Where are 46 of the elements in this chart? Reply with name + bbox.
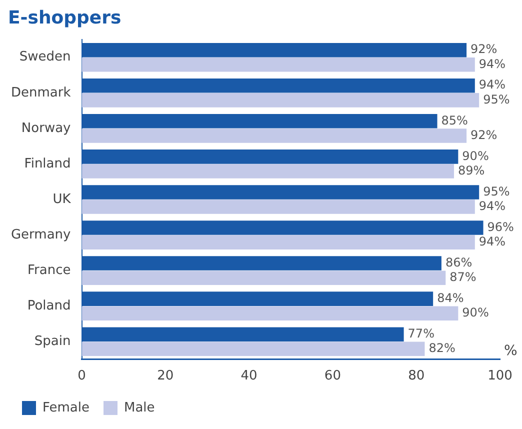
bar [82,306,458,321]
data-label: 95% [483,92,510,106]
bar [82,342,425,356]
data-label: 89% [458,163,485,178]
data-label: 96% [487,220,514,234]
y-tick-label: Finland [24,156,71,172]
bar [82,270,446,285]
data-label: 90% [462,148,489,163]
x-tick-label: 40 [240,368,258,384]
bar [82,93,480,108]
data-label: 77% [408,326,434,340]
data-label: 84% [437,290,464,305]
y-tick-label: Denmark [10,85,72,100]
data-label: 85% [441,113,468,128]
data-label: 92% [470,42,498,56]
x-tick-label: 60 [324,368,341,384]
data-label: 95% [483,184,510,198]
y-tick-label: Sweden [19,50,71,65]
data-label: 94% [478,78,506,92]
y-tick-label: UK [52,192,72,207]
x-tick-label: 100 [488,368,512,384]
legend-label: Female [42,400,90,416]
y-tick-label: France [28,262,71,278]
bar [82,58,475,72]
chart-title: E-shoppers [8,7,122,28]
x-tick-label: 20 [157,368,174,384]
data-label: 94% [478,234,506,248]
data-label: 92% [470,128,498,142]
bar [82,128,467,143]
legend-label: Male [124,400,155,416]
y-tick-label: Norway [21,120,72,136]
data-label: 86% [445,255,472,270]
bar [82,235,475,250]
data-label: 94% [478,198,506,213]
y-tick-label: Germany [10,227,72,242]
data-label: 90% [462,306,489,320]
data-label: 82% [428,341,456,356]
bar [82,200,475,214]
y-tick-label: Spain [34,334,71,350]
y-tick-label: Poland [27,298,71,314]
bar [82,164,454,178]
data-label: 87% [450,270,476,284]
x-axis-title: % [504,343,518,360]
x-tick-label: 0 [78,368,86,384]
x-tick-label: 80 [408,368,425,384]
data-label: 94% [478,56,506,71]
